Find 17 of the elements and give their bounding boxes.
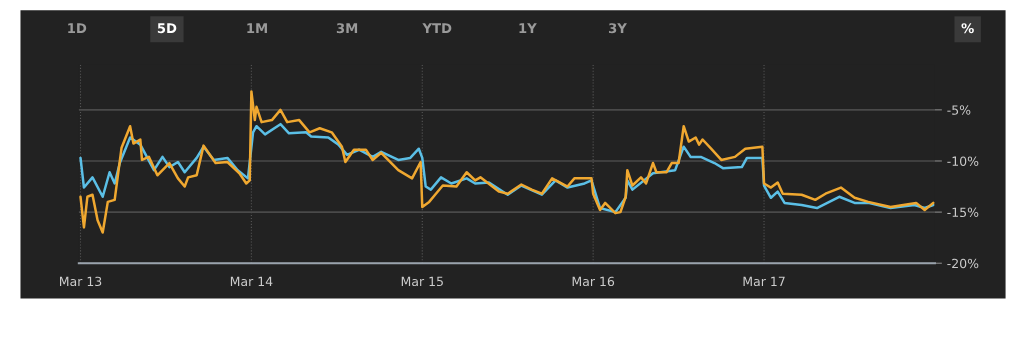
- text: %: [961, 23, 974, 34]
- text: 1D: [68, 23, 87, 33]
- text: 1M: [247, 23, 267, 33]
- text: 1Y: [519, 23, 537, 33]
- x-tick-label: Mar 17: [743, 276, 785, 287]
- text: 3Y: [608, 23, 627, 34]
- x-tick-label: Mar 16: [572, 276, 615, 287]
- x-tick-label: Mar 13: [60, 276, 102, 287]
- y-tick-label: -15%: [947, 207, 979, 218]
- x-tick-label: Mar 14: [230, 276, 273, 287]
- y-tick-label: -10%: [947, 156, 979, 166]
- y-tick-label: -5%: [947, 105, 971, 115]
- text: 5D: [157, 23, 177, 34]
- y-tick-label: -20%: [947, 258, 979, 269]
- text: 3M: [336, 23, 358, 34]
- x-tick-label: Mar 15: [401, 276, 443, 287]
- text: YTD: [422, 23, 452, 33]
